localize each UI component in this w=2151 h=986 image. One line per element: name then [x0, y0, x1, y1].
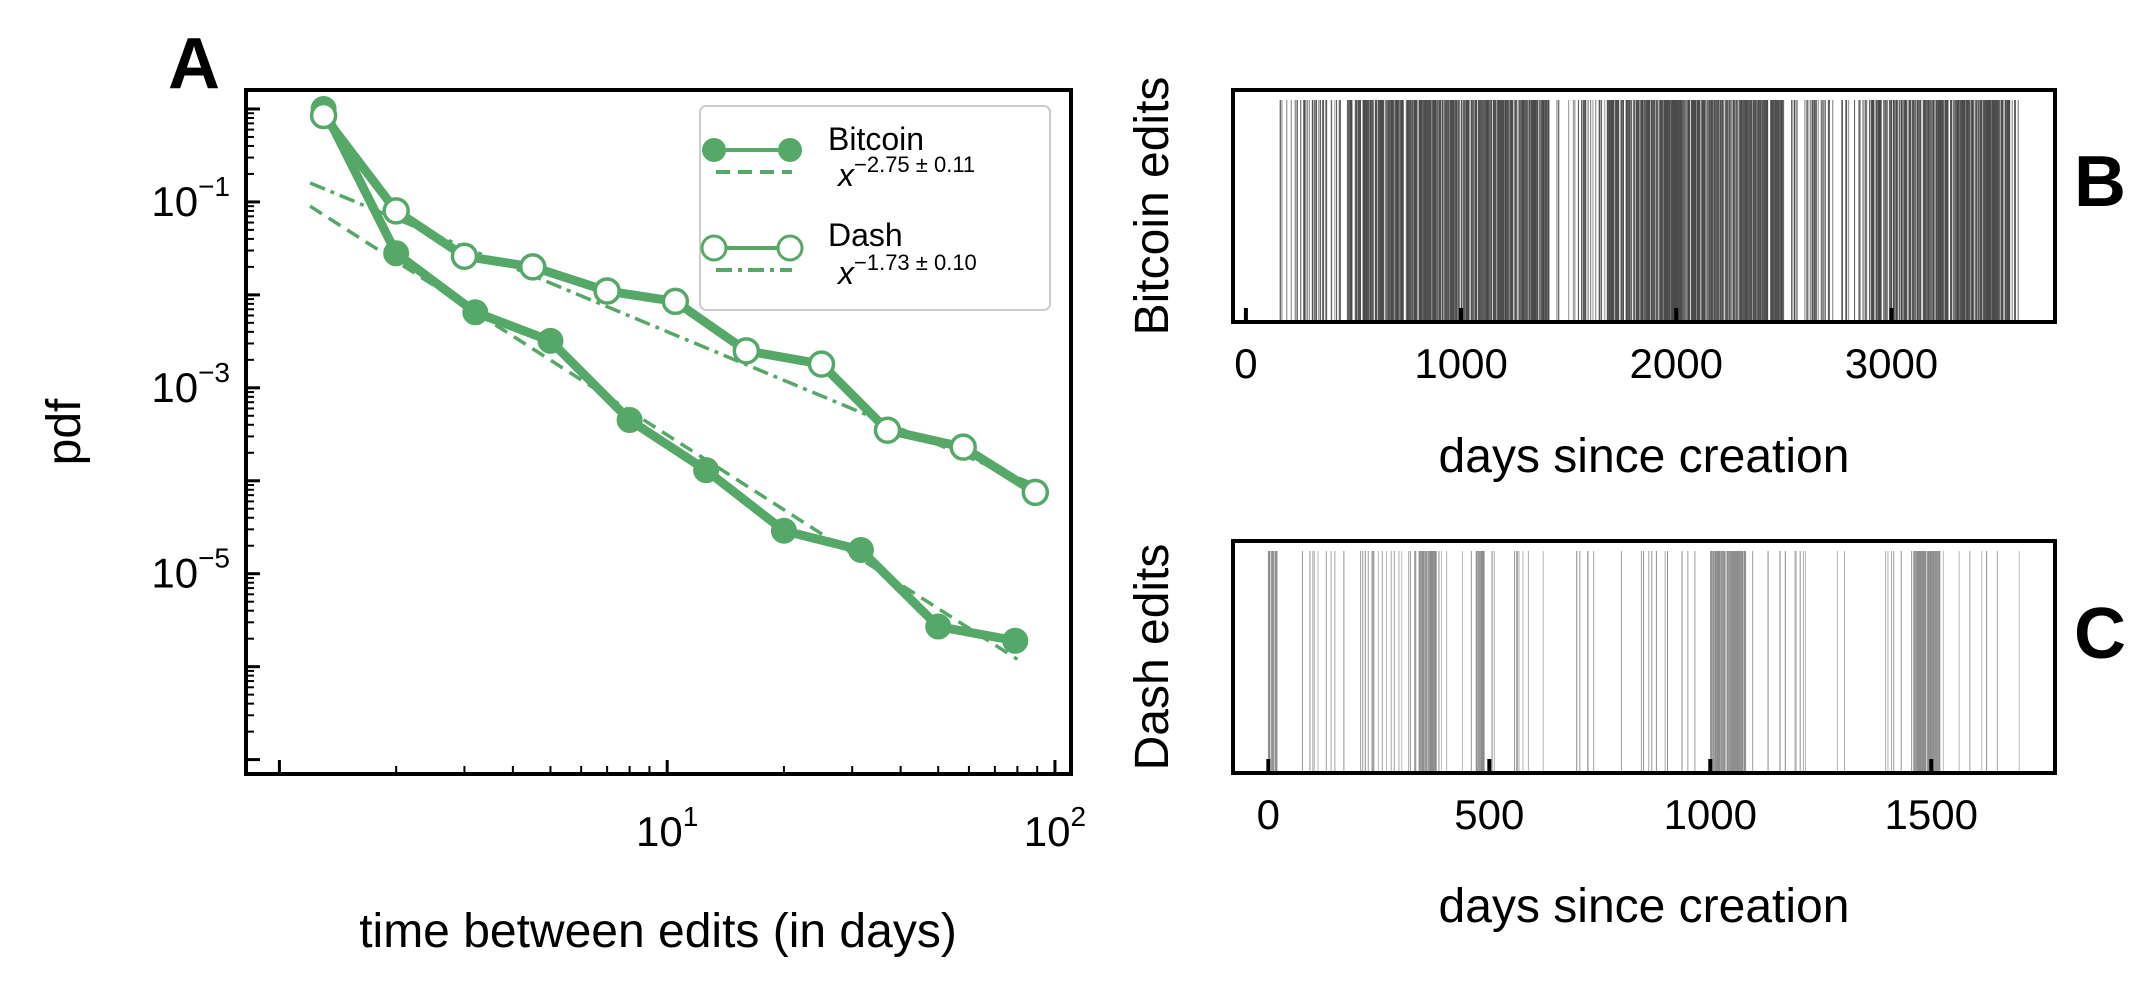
legend-entry-dash: Dash x−1.73 ± 0.10: [700, 217, 977, 291]
legend-dash-marker: [700, 234, 728, 262]
bitcoin-data-point: [462, 299, 489, 326]
x-tick-label: 2000: [1630, 340, 1723, 387]
dash-edit-events: [1267, 551, 2020, 773]
x-tick-label: 1000: [1414, 340, 1507, 387]
bitcoin-data-point: [537, 327, 564, 354]
panel-b-frame: [1231, 88, 2057, 324]
panel-a-x-axis-label: time between edits (in days): [359, 905, 957, 958]
dash-data-point: [518, 253, 547, 281]
panel-a-y-ticks: 10−1 10−3 10−5: [151, 107, 260, 762]
bitcoin-data-point: [847, 536, 874, 563]
panel-c: 0 500 1000 1500 days since creation Dash ed…: [1126, 539, 2126, 933]
panel-a: A 101 102 10−1 10−3 10−5 time between edits…: [38, 24, 1086, 958]
bitcoin-data-point: [616, 407, 643, 434]
bitcoin-edit-events: [1279, 100, 2019, 322]
dash-data-point: [949, 433, 977, 461]
dash-data-point: [450, 242, 479, 271]
bitcoin-data-point: [383, 240, 410, 267]
bitcoin-series-line: [319, 106, 1017, 646]
dash-data-point: [382, 197, 410, 225]
x-tick-label: 101: [636, 801, 698, 855]
y-tick-label: 10−3: [151, 357, 230, 411]
x-tick-label: 1000: [1664, 791, 1757, 838]
panel-a-frame: [244, 88, 1073, 776]
panel-c-y-axis-label: Dash edits: [1126, 544, 1179, 771]
x-tick-label: 500: [1454, 791, 1524, 838]
bitcoin-data-point: [925, 613, 952, 640]
panel-b-label: B: [2074, 142, 2126, 222]
panel-c-x-ticks: 0 500 1000 1500: [1257, 759, 1978, 838]
y-tick-label: 10−5: [151, 543, 230, 597]
dash-data-point: [593, 277, 621, 305]
x-tick-label: 102: [1024, 801, 1086, 855]
legend-bitcoin-marker: [778, 138, 802, 162]
panel-c-x-axis-label: days since creation: [1439, 880, 1850, 933]
x-tick-label: 3000: [1845, 340, 1938, 387]
x-tick-label: 0: [1234, 340, 1257, 387]
legend-bitcoin-label: Bitcoin: [828, 121, 924, 157]
panel-b: 0 1000 2000 3000 days since creation Bitcoi…: [1126, 77, 2126, 483]
dash-data-point: [807, 350, 836, 378]
legend-dash-fit-label: x−1.73 ± 0.10: [836, 250, 977, 291]
dash-data-point: [873, 416, 902, 444]
panel-c-frame: [1231, 539, 2057, 775]
dash-data-point: [732, 337, 761, 365]
legend-dash-marker: [776, 234, 804, 262]
x-tick-label: 1500: [1885, 791, 1978, 838]
dash-data-point: [661, 287, 690, 316]
bitcoin-data-point: [770, 517, 797, 544]
legend-entry-bitcoin: Bitcoin x−2.75 ± 0.11: [702, 121, 975, 193]
y-tick-label: 10−1: [151, 171, 230, 225]
legend: Bitcoin x−2.75 ± 0.11 Dash x−1.73 ± 0.10: [699, 105, 1051, 311]
dash-data-point: [1021, 478, 1050, 507]
bitcoin-data-point: [1002, 627, 1029, 654]
panel-b-x-ticks: 0 1000 2000 3000: [1234, 308, 1938, 387]
x-tick-label: 0: [1257, 791, 1280, 838]
legend-bitcoin-marker: [702, 138, 726, 162]
legend-bitcoin-fit-label: x−2.75 ± 0.11: [836, 152, 975, 193]
panel-b-x-axis-label: days since creation: [1439, 430, 1850, 483]
panel-a-label: A: [168, 24, 220, 104]
panel-a-x-ticks: 101 102: [277, 760, 1086, 855]
panel-a-y-axis-label: pdf: [38, 398, 91, 465]
panel-c-label: C: [2074, 594, 2126, 674]
dash-data-point: [309, 101, 338, 130]
panel-a-plot-area: [309, 95, 1050, 661]
bitcoin-data-point: [693, 457, 720, 484]
panel-b-y-axis-label: Bitcoin edits: [1126, 77, 1179, 336]
legend-dash-label: Dash: [828, 217, 903, 253]
